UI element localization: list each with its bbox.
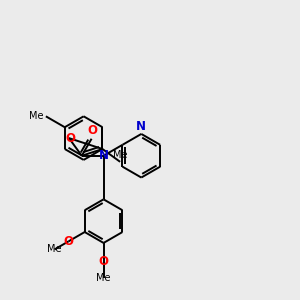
Text: N: N xyxy=(136,120,146,133)
Text: N: N xyxy=(99,149,109,162)
Text: O: O xyxy=(99,255,109,268)
Text: O: O xyxy=(65,132,75,145)
Text: Me: Me xyxy=(113,150,128,160)
Text: Me: Me xyxy=(96,273,111,283)
Text: O: O xyxy=(64,235,74,248)
Text: Me: Me xyxy=(29,111,44,121)
Text: O: O xyxy=(88,124,98,137)
Text: Me: Me xyxy=(47,244,62,254)
